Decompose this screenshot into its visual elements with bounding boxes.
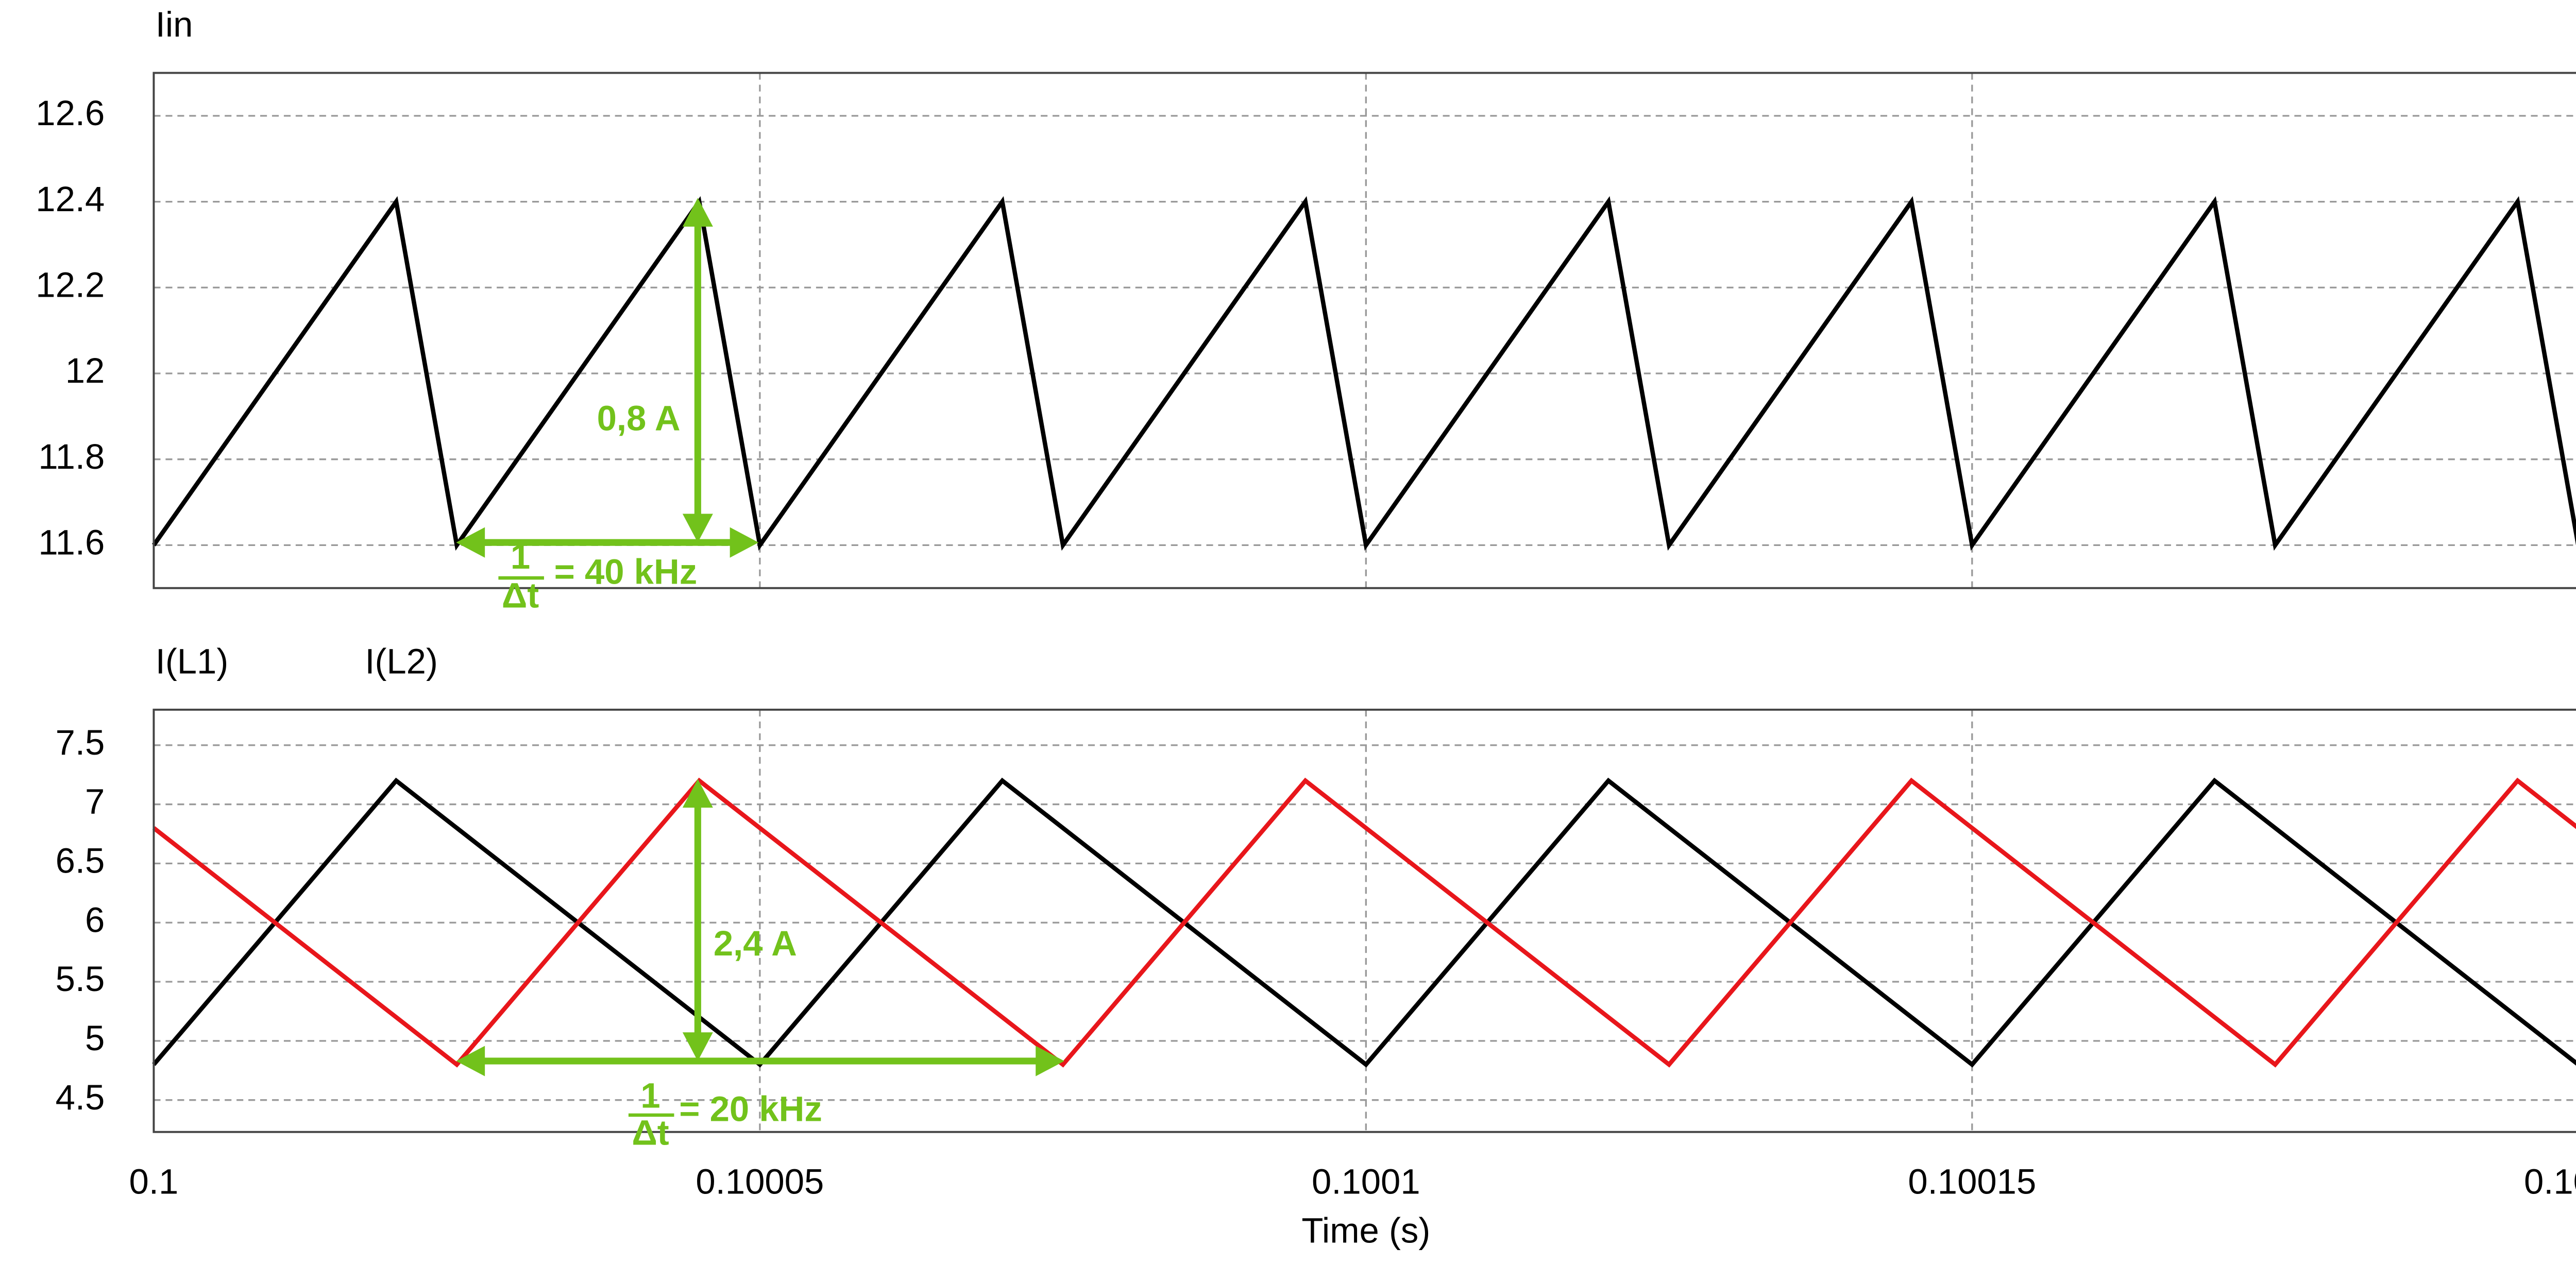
annotation: = 20 kHz	[679, 1089, 822, 1129]
series-line	[151, 196, 2576, 551]
plot-area	[154, 709, 2576, 1132]
arrow-head	[682, 198, 713, 227]
annotation: = 40 kHz	[554, 552, 698, 592]
plot-frame	[152, 72, 2576, 589]
y-tick-label: 12	[65, 351, 105, 390]
y-tick-label: 12.2	[36, 265, 105, 304]
arrow-head	[730, 527, 759, 558]
series-line	[152, 777, 2576, 1068]
x-tick-label: 0.1002	[2524, 1162, 2576, 1202]
annotation: 2,4 A	[714, 924, 797, 963]
y-tick-label: 6	[85, 900, 105, 940]
annotation: Δt	[632, 1113, 669, 1152]
y-tick-label: 11.6	[38, 523, 105, 562]
arrow-head	[682, 779, 713, 808]
arrow-head	[682, 514, 713, 543]
arrow-head	[1036, 1046, 1064, 1077]
plot-frame	[152, 708, 2576, 1133]
x-tick-label: 0.10005	[696, 1162, 824, 1202]
annotation: Δt	[502, 576, 539, 616]
x-tick-label: 0.10015	[1908, 1162, 2036, 1202]
x-axis-label: Time (s)	[1301, 1211, 1430, 1251]
annotation: 1	[640, 1075, 660, 1115]
legend-label: I(L2)	[365, 641, 438, 681]
y-tick-label: 5	[85, 1018, 105, 1058]
x-tick-label: 0.1	[129, 1162, 179, 1202]
legend-label: I(L1)	[156, 641, 229, 681]
arrow-head	[682, 1032, 713, 1061]
arrow-head	[456, 527, 485, 558]
y-tick-label: 11.8	[38, 437, 105, 476]
annotations: 0,8 A 1 Δt = 40 kHz 2,4 A 1 Δt = 20 kHz	[456, 198, 1064, 1152]
x-tick-label: 0.1001	[1312, 1162, 1420, 1202]
y-tick-label: 4.5	[56, 1078, 105, 1117]
legend-label: Iin	[156, 5, 193, 44]
arrow-head	[456, 1046, 485, 1077]
y-tick-label: 12.4	[36, 179, 105, 219]
y-tick-label: 5.5	[56, 959, 105, 999]
series-line	[152, 777, 2576, 1068]
y-tick-label: 7	[85, 782, 105, 822]
annotation: 1	[511, 537, 530, 576]
y-tick-label: 6.5	[56, 841, 105, 881]
y-tick-label: 7.5	[56, 723, 105, 762]
annotation: 0,8 A	[597, 398, 681, 438]
y-tick-label: 12.6	[36, 93, 105, 133]
plot-area	[154, 73, 2576, 588]
